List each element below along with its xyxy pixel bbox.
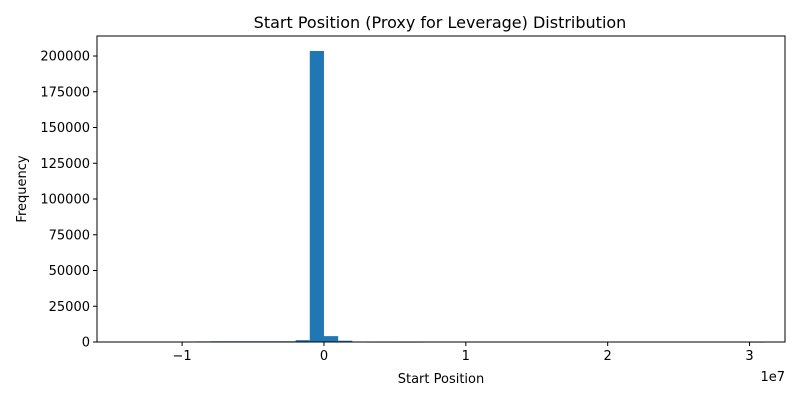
- x-tick-label: −1: [173, 349, 192, 364]
- y-tick-label: 200000: [40, 50, 90, 65]
- plot-area-frame: [96, 35, 786, 343]
- histogram-bar: [309, 51, 324, 343]
- x-tick-label: 3: [745, 349, 753, 364]
- histogram-bar: [338, 340, 353, 342]
- y-tick-label: 75000: [49, 228, 90, 243]
- y-tick-label: 125000: [40, 157, 90, 172]
- y-tick-label: 100000: [40, 193, 90, 208]
- x-axis-label: Start Position: [398, 372, 485, 387]
- y-tick-label: 50000: [49, 264, 90, 279]
- histogram-bar: [295, 340, 310, 342]
- x-axis-ticks: −1 0 1 2 3: [173, 342, 754, 364]
- x-axis-offset-label: 1e7: [760, 370, 785, 385]
- y-tick-label: 0: [82, 336, 90, 351]
- y-tick-label: 25000: [49, 300, 90, 315]
- y-tick-label: 150000: [40, 121, 90, 136]
- x-tick-label: 2: [604, 349, 612, 364]
- histogram-bar: [323, 336, 339, 342]
- chart-title: Start Position (Proxy for Leverage) Dist…: [254, 13, 627, 32]
- y-tick-label: 175000: [40, 85, 90, 100]
- y-axis-ticks: 0 25000 50000 75000 100000 125000 150000 175000…: [40, 50, 97, 351]
- y-axis-label: Frequency: [15, 155, 30, 222]
- x-tick-label: 0: [320, 349, 328, 364]
- x-tick-label: 1: [462, 349, 470, 364]
